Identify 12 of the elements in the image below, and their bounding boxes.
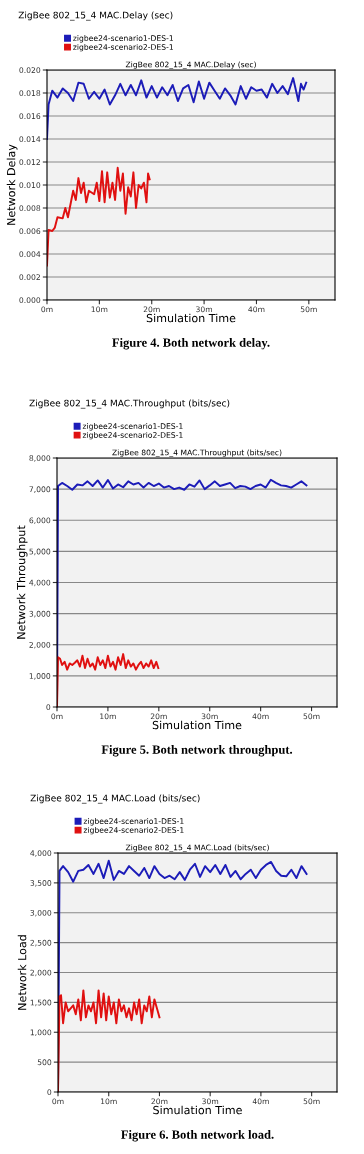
y-axis-title: Network Load: [17, 935, 27, 1010]
caption: Figure 5. Both network throughput.: [101, 745, 293, 757]
x-axis-title: Simulation Time: [153, 1105, 242, 1115]
y-axis-title: Network Throughput: [16, 525, 28, 639]
caption: Figure 4. Both network delay.: [112, 338, 270, 350]
caption: Figure 6. Both network load.: [121, 1130, 274, 1142]
x-axis-title: Simulation Time: [146, 313, 236, 323]
x-axis-title: Simulation Time: [152, 720, 242, 730]
chart-title: ZigBee 802_15_4 MAC.Throughput (bits/sec): [29, 399, 230, 409]
chart-title: ZigBee 802_15_4 MAC.Delay (sec): [18, 11, 173, 21]
y-axis-title: Network Delay: [6, 144, 18, 225]
chart-title: ZigBee 802_15_4 MAC.Load (bits/sec): [30, 794, 200, 804]
